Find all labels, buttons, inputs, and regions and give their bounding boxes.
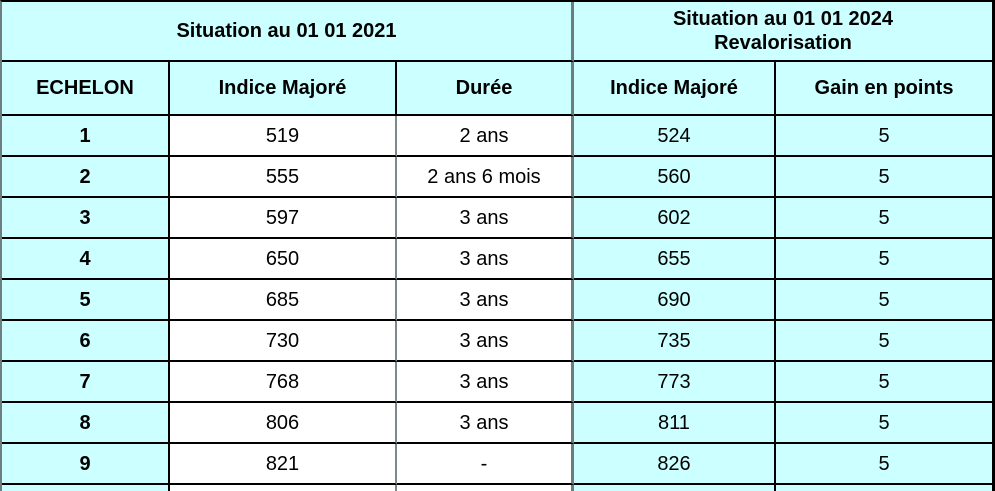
section-header-2024-line1: Situation au 01 01 2024 <box>672 8 894 30</box>
section-header-2024: Situation au 01 01 2024 Revalorisation <box>574 2 992 62</box>
section-header-2024-line2: Revalorisation <box>714 32 852 54</box>
column-header-indice-2024: Indice Majoré <box>574 62 776 116</box>
cell-indice-2024: 826 <box>574 444 776 485</box>
cell-duree: 3 ans <box>397 362 574 403</box>
cell-echelon: 9 <box>2 444 170 485</box>
cell-echelon: 6 <box>2 321 170 362</box>
cell-gain: 5 <box>776 116 992 157</box>
cell-indice-2021: 555 <box>170 157 397 198</box>
cell-gain: 5 <box>776 280 992 321</box>
partial-row-cell <box>2 485 170 491</box>
cell-gain: 5 <box>776 362 992 403</box>
column-header-indice-2021: Indice Majoré <box>170 62 397 116</box>
partial-row-cell <box>397 485 574 491</box>
cell-gain: 5 <box>776 239 992 280</box>
cell-echelon: 4 <box>2 239 170 280</box>
cell-indice-2024: 560 <box>574 157 776 198</box>
section-header-2024-text: Situation au 01 01 2024 Revalorisation <box>673 7 893 55</box>
cell-gain: 5 <box>776 198 992 239</box>
section-header-2021: Situation au 01 01 2021 <box>2 2 574 62</box>
cell-gain: 5 <box>776 403 992 444</box>
cell-duree: 2 ans 6 mois <box>397 157 574 198</box>
cell-echelon: 5 <box>2 280 170 321</box>
cell-indice-2024: 735 <box>574 321 776 362</box>
cell-echelon: 1 <box>2 116 170 157</box>
cell-indice-2021: 768 <box>170 362 397 403</box>
cell-indice-2021: 519 <box>170 116 397 157</box>
cell-duree: 3 ans <box>397 239 574 280</box>
partial-row-cell <box>574 485 776 491</box>
column-header-echelon: ECHELON <box>2 62 170 116</box>
cell-gain: 5 <box>776 444 992 485</box>
cell-duree: 3 ans <box>397 198 574 239</box>
cell-indice-2024: 773 <box>574 362 776 403</box>
cell-echelon: 8 <box>2 403 170 444</box>
cell-duree: 3 ans <box>397 280 574 321</box>
cell-indice-2024: 655 <box>574 239 776 280</box>
column-header-gain: Gain en points <box>776 62 992 116</box>
cell-gain: 5 <box>776 157 992 198</box>
cell-echelon: 7 <box>2 362 170 403</box>
cell-duree: - <box>397 444 574 485</box>
cell-indice-2021: 685 <box>170 280 397 321</box>
partial-row-cell <box>776 485 992 491</box>
cell-indice-2024: 602 <box>574 198 776 239</box>
cell-indice-2021: 806 <box>170 403 397 444</box>
column-header-duree: Durée <box>397 62 574 116</box>
cell-gain: 5 <box>776 321 992 362</box>
cell-duree: 3 ans <box>397 321 574 362</box>
cell-indice-2024: 524 <box>574 116 776 157</box>
cell-indice-2024: 811 <box>574 403 776 444</box>
partial-row-cell <box>170 485 397 491</box>
cell-echelon: 3 <box>2 198 170 239</box>
cell-indice-2024: 690 <box>574 280 776 321</box>
cell-indice-2021: 650 <box>170 239 397 280</box>
cell-duree: 2 ans <box>397 116 574 157</box>
cell-indice-2021: 730 <box>170 321 397 362</box>
cell-indice-2021: 597 <box>170 198 397 239</box>
cell-duree: 3 ans <box>397 403 574 444</box>
cell-indice-2021: 821 <box>170 444 397 485</box>
cell-echelon: 2 <box>2 157 170 198</box>
